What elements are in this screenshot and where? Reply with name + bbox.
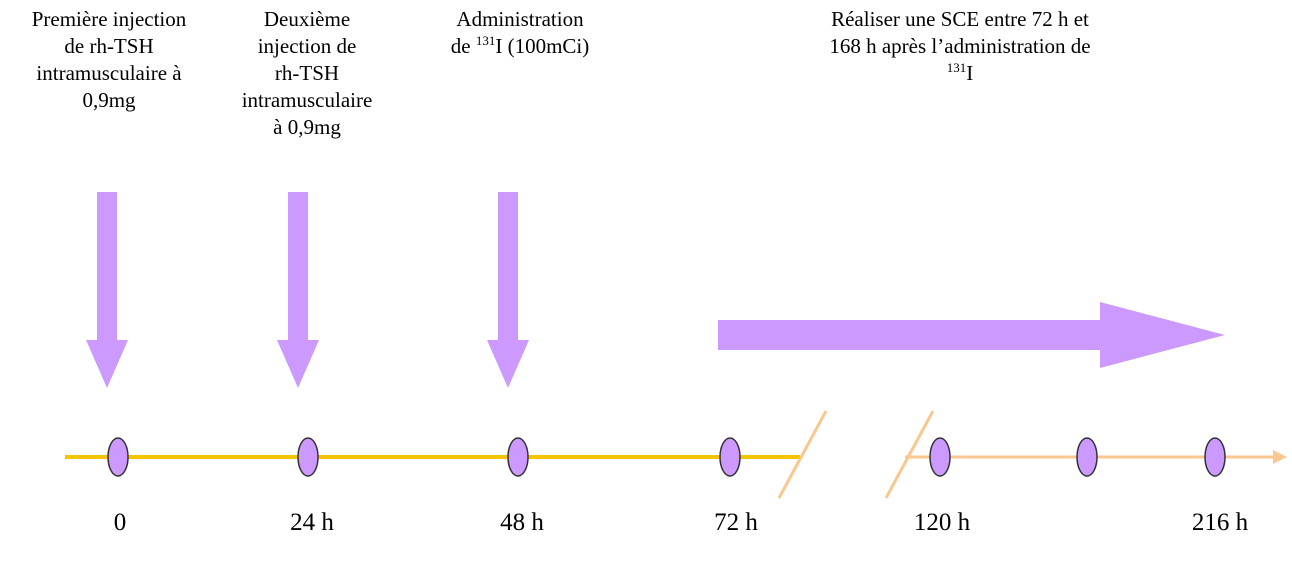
- marker-120h: [929, 437, 951, 477]
- marker-24h: [297, 437, 319, 477]
- caption-text: Réaliser une SCE entre 72 h et: [831, 7, 1089, 31]
- down-arrow-first-injection: [86, 192, 128, 388]
- down-arrow-second-injection: [277, 192, 319, 388]
- caption-text: 168 h après l’administration de: [829, 34, 1091, 58]
- marker-48h: [507, 437, 529, 477]
- marker-unlabeled: [1076, 437, 1098, 477]
- caption-line: de 131I (100mCi): [430, 33, 610, 60]
- break-mark-left: [777, 410, 828, 499]
- caption-line: intramusculaire à: [36, 61, 182, 85]
- down-arrow-administration: [487, 192, 529, 388]
- marker-72h: [719, 437, 741, 477]
- caption-line: de rh-TSH: [64, 34, 154, 58]
- right-arrow-scan-window: [718, 302, 1225, 368]
- break-mark-right: [884, 410, 935, 499]
- caption-line: 168 h après l’administration de: [770, 33, 1150, 60]
- tick-label-48h: 48 h: [500, 509, 544, 536]
- tick-label-72h: 72 h: [714, 509, 758, 536]
- caption-line: injection de: [257, 34, 357, 58]
- caption-line: 0,9mg: [82, 88, 136, 112]
- isotope-superscript: 131: [475, 33, 496, 48]
- caption-line: Administration: [430, 6, 610, 33]
- caption-text: I: [966, 61, 974, 85]
- caption-line: intramusculaire: [241, 88, 373, 112]
- tick-label-120h: 120 h: [913, 509, 971, 536]
- caption-text: Administration: [456, 7, 584, 31]
- caption-line: Réaliser une SCE entre 72 h et: [770, 6, 1150, 33]
- isotope-superscript: 131: [946, 60, 967, 75]
- caption-line: rh-TSH: [274, 61, 340, 85]
- timeline-arrowhead: [1273, 450, 1287, 464]
- caption-first-injection: Première injection de rh-TSH intramuscul…: [0, 6, 218, 114]
- caption-administration: Administration de 131I (100mCi): [430, 6, 610, 60]
- caption-line: Première injection: [31, 7, 187, 31]
- caption-second-injection: Deuxième injection de rh-TSH intramuscul…: [222, 6, 392, 141]
- caption-text: de: [450, 34, 476, 58]
- caption-scan-window: Réaliser une SCE entre 72 h et 168 h apr…: [770, 6, 1150, 87]
- caption-line: 131I: [770, 60, 1150, 87]
- caption-line: à 0,9mg: [273, 115, 341, 139]
- marker-216h: [1204, 437, 1226, 477]
- caption-text: I (100mCi): [495, 34, 590, 58]
- tick-label-0: 0: [113, 509, 127, 536]
- tick-label-24h: 24 h: [290, 509, 334, 536]
- marker-0h: [107, 437, 129, 477]
- caption-line: Deuxième: [263, 7, 351, 31]
- tick-label-216h: 216 h: [1191, 509, 1249, 536]
